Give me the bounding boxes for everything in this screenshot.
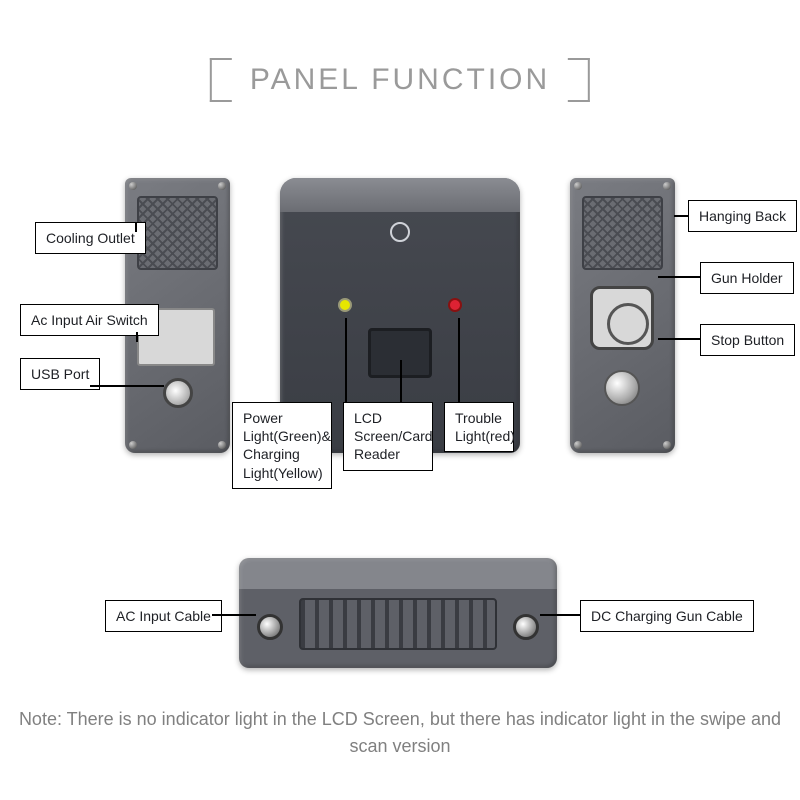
label-power-light: Power Light(Green)& Charging Light(Yello… [232,402,332,489]
right-side-panel [570,178,675,453]
label-ac-cable: AC Input Cable [105,600,222,632]
label-usb-port: USB Port [20,358,100,390]
ac-cable-port-icon [257,614,283,640]
label-trouble: Trouble Light(red) [444,402,514,452]
title-bracket-left [210,58,232,102]
trouble-light-icon [448,298,462,312]
label-hanging-back: Hanging Back [688,200,797,232]
stop-button-icon [604,370,640,406]
label-ac-air-switch: Ac Input Air Switch [20,304,159,336]
dc-cable-port-icon [513,614,539,640]
diagram-container: PANEL FUNCTION Cooling Outlet Ac Input A… [0,0,800,800]
bottom-vents-icon [299,598,497,650]
label-stop-button: Stop Button [700,324,795,356]
footnote: Note: There is no indicator light in the… [0,706,800,760]
label-cooling-outlet: Cooling Outlet [35,222,146,254]
brand-logo-icon [390,222,410,242]
bottom-panel [239,558,557,668]
power-light-icon [338,298,352,312]
label-dc-cable: DC Charging Gun Cable [580,600,754,632]
page-title: PANEL FUNCTION [250,63,550,97]
gun-holder-icon [590,286,654,350]
title-bracket-right [568,58,590,102]
usb-port-icon [163,378,193,408]
title-row: PANEL FUNCTION [210,58,590,102]
label-gun-holder: Gun Holder [700,262,794,294]
label-lcd: LCD Screen/Card Reader [343,402,433,471]
